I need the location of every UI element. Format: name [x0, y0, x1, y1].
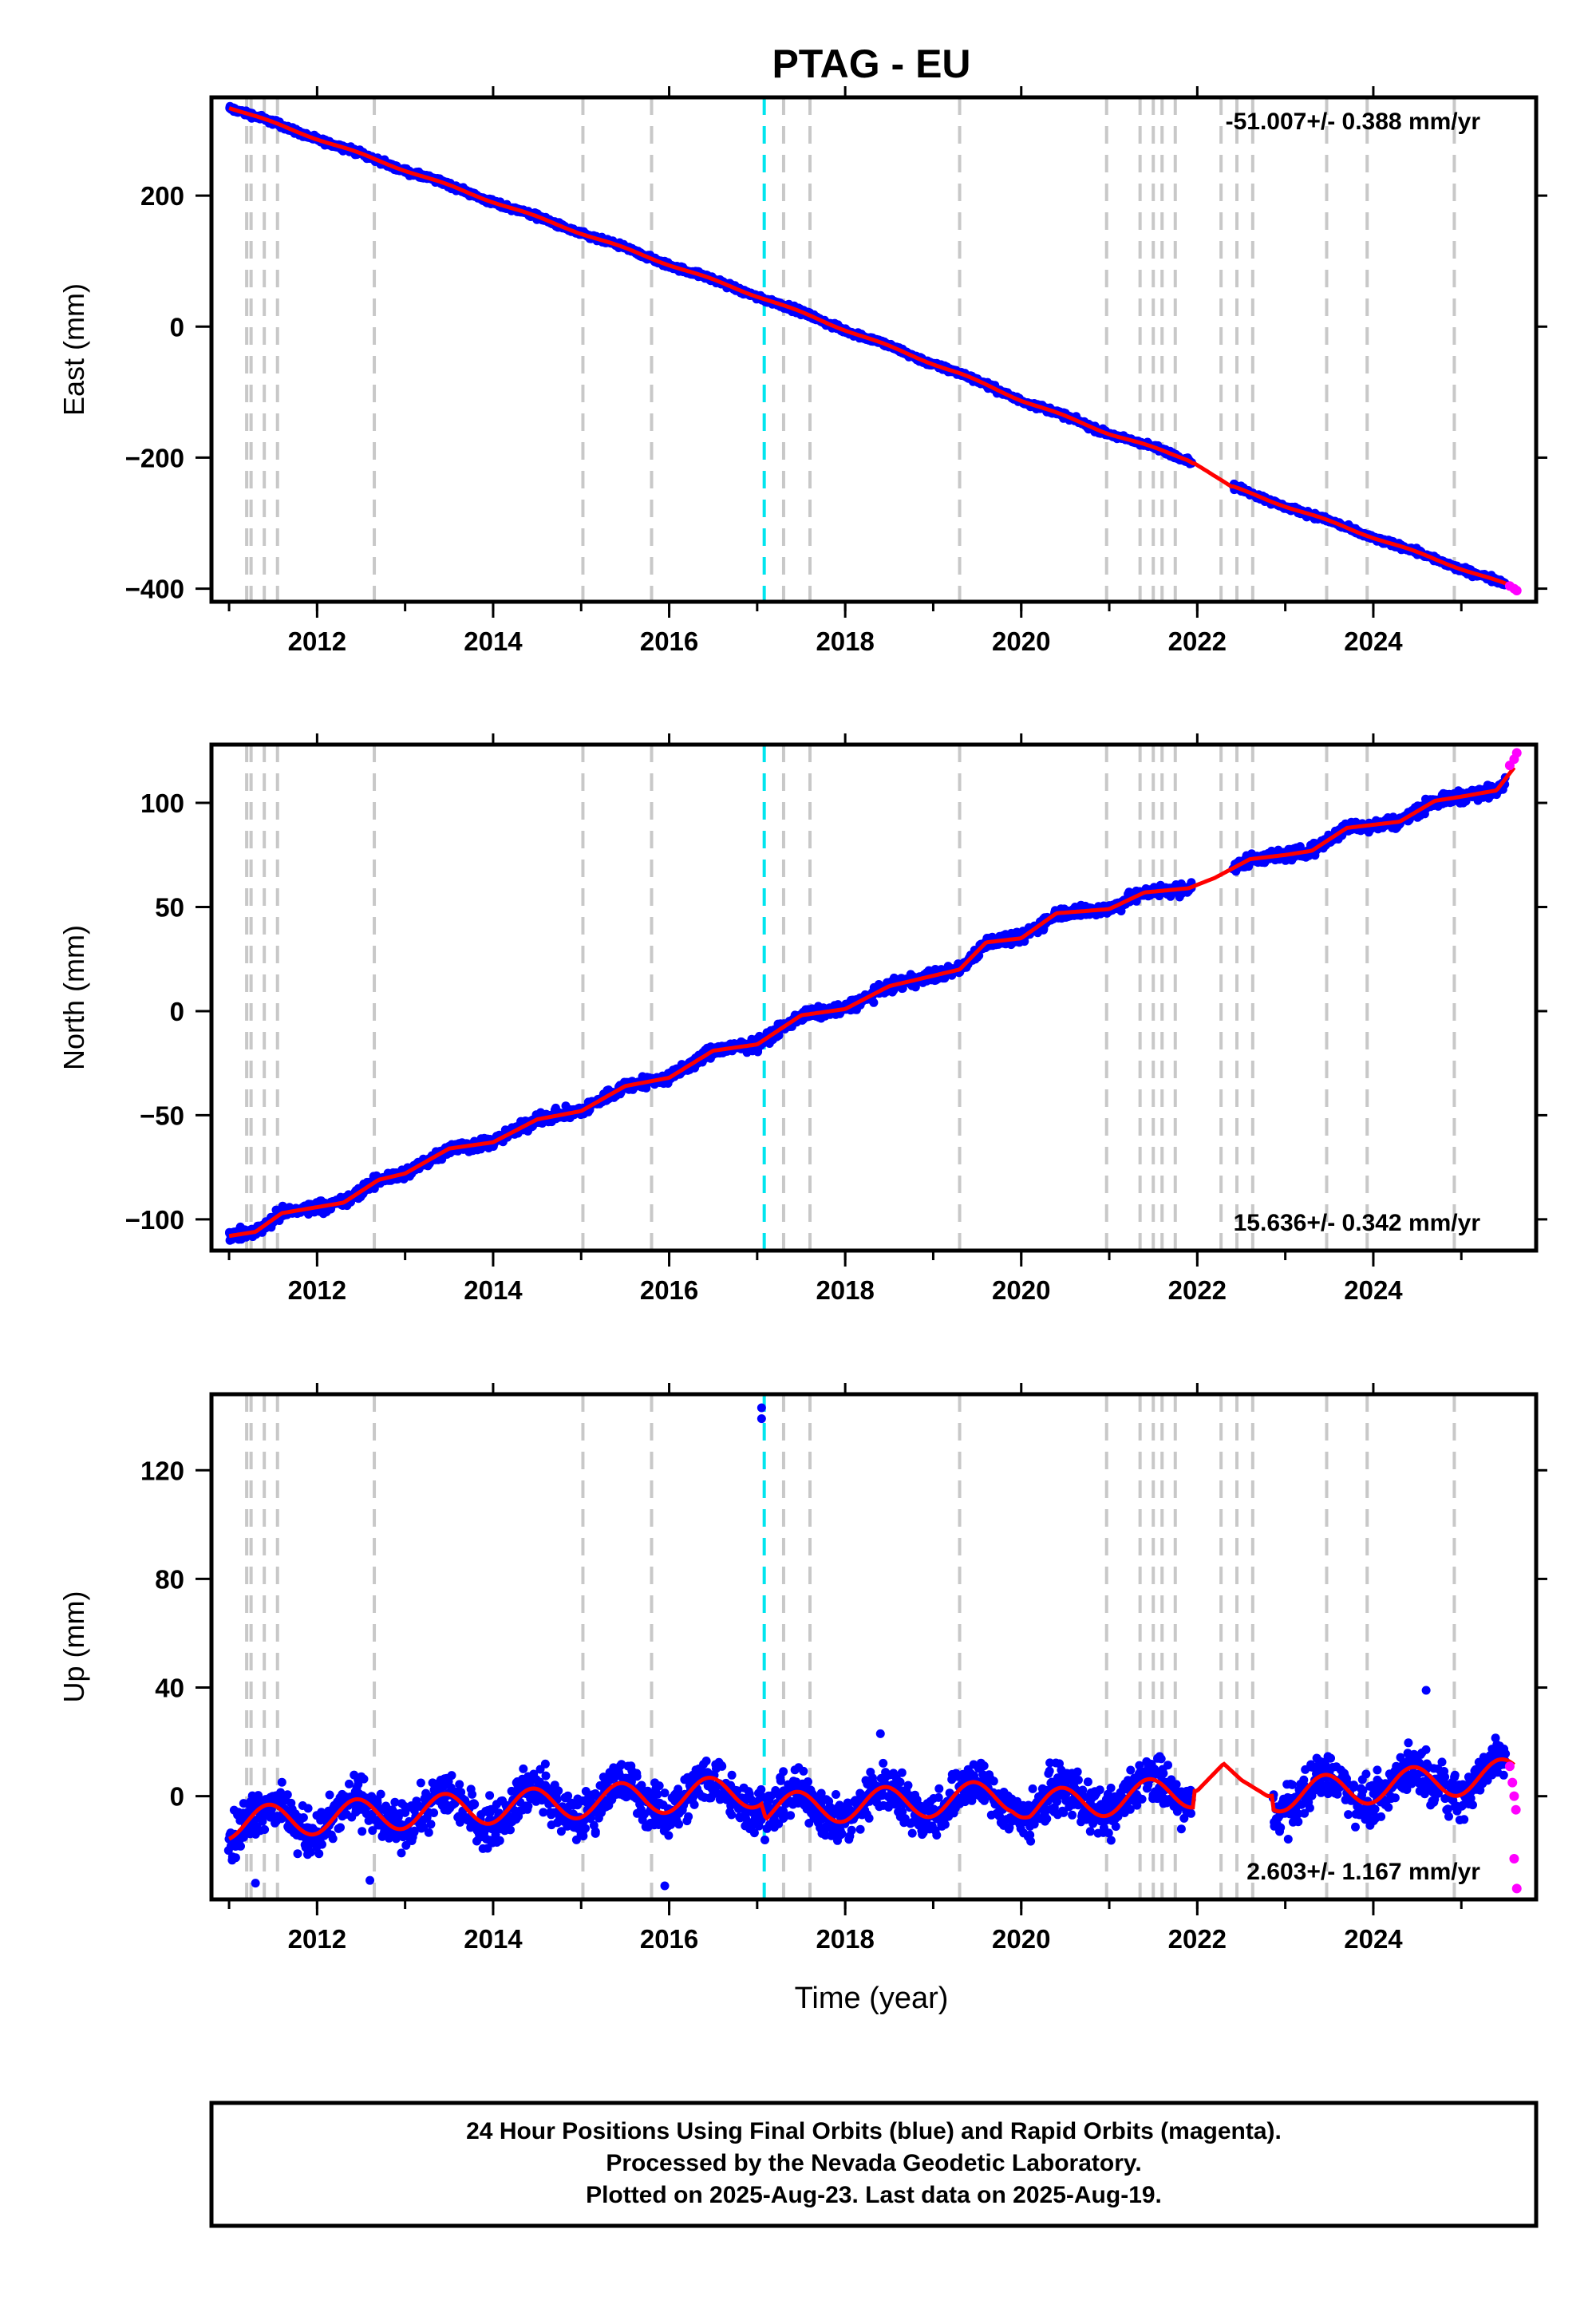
east-x-tick-label: 2024: [1344, 626, 1403, 656]
up-data-point: [468, 1789, 477, 1799]
east-model-curve: [228, 106, 1515, 589]
east-y-tick-label: 0: [170, 312, 184, 342]
up-data-point: [495, 1836, 504, 1845]
up-data-point: [325, 1790, 334, 1800]
up-data-point: [416, 1778, 425, 1788]
up-data-point: [358, 1827, 367, 1836]
up-data-point: [328, 1834, 338, 1844]
up-data-point: [470, 1800, 480, 1809]
north-x-tick-label: 2012: [288, 1275, 346, 1305]
east-rapid-orbit-points: [1504, 581, 1522, 596]
figure-title: PTAG - EU: [772, 41, 970, 86]
panel-east: 2012 2014 2016 2018 2020 2022 2024 −400 −200 0 200…: [57, 86, 1547, 656]
up-data-point: [397, 1848, 406, 1858]
up-data-point: [447, 1771, 456, 1780]
up-data-point: [236, 1841, 245, 1851]
up-data-point: [506, 1825, 515, 1835]
north-x-tick-label: 2024: [1344, 1275, 1403, 1305]
east-x-tick-label: 2012: [288, 626, 346, 656]
up-data-point: [293, 1849, 302, 1859]
up-data-point: [455, 1780, 464, 1789]
east-y-tick-label: 200: [140, 181, 184, 211]
east-rapid-point: [1511, 586, 1522, 596]
east-x-tick-label: 2018: [816, 626, 874, 656]
north-y-tick-label: 100: [140, 788, 184, 818]
up-data-point: [318, 1840, 326, 1849]
up-data-point: [258, 1816, 267, 1826]
up-data-point: [424, 1828, 433, 1837]
east-x-tick-label: 2014: [464, 626, 523, 656]
up-data-point: [485, 1791, 495, 1800]
east-x-tick-label: 2016: [640, 626, 698, 656]
up-data-point: [277, 1777, 286, 1787]
east-y-tick-label: −400: [125, 575, 184, 604]
up-data-point: [231, 1853, 240, 1863]
east-axes: 2012 2014 2016 2018 2020 2022 2024 −400 −200 0 200: [125, 86, 1547, 656]
up-data-point: [298, 1813, 308, 1822]
up-data-point: [260, 1825, 270, 1834]
east-x-tick-label: 2020: [992, 626, 1050, 656]
up-data-point: [376, 1789, 385, 1799]
up-data-point: [282, 1790, 292, 1800]
up-data-point: [303, 1804, 313, 1813]
up-data-point: [345, 1779, 354, 1788]
north-y-tick-label: 0: [170, 997, 184, 1026]
north-rapid-point: [1511, 748, 1522, 758]
up-data-point: [407, 1836, 417, 1845]
up-data-point: [429, 1808, 439, 1817]
up-data-point: [359, 1774, 369, 1784]
up-data-point: [336, 1823, 345, 1832]
north-x-tick-label: 2020: [992, 1275, 1050, 1305]
east-plot-frame: [209, 95, 1539, 604]
north-x-tick-label: 2022: [1168, 1275, 1227, 1305]
panel-north: 2012 2014 2016 2018 2020 2022 2024 −100 −50 0 50 10…: [57, 733, 1547, 1305]
north-y-tick-label: −50: [140, 1101, 184, 1130]
north-rate-label: 15.636+/- 0.342 mm/yr: [1234, 1210, 1481, 1236]
up-data-point: [519, 1764, 528, 1773]
north-x-tick-label: 2016: [640, 1275, 698, 1305]
east-model-line: [228, 106, 1515, 589]
east-y-tick-label: −200: [125, 443, 184, 472]
north-y-tick-label: −100: [125, 1205, 184, 1235]
up-data-point: [426, 1820, 436, 1829]
north-y-axis-label: North (mm): [57, 925, 90, 1070]
north-x-tick-label: 2014: [464, 1275, 523, 1305]
north-x-tick-label: 2018: [816, 1275, 874, 1305]
up-data-point: [314, 1849, 324, 1859]
north-y-tick-label: 50: [155, 893, 184, 923]
up-data-point: [523, 1801, 533, 1811]
north-data-point: [869, 998, 879, 1007]
east-y-axis-label: East (mm): [57, 283, 90, 416]
east-rate-label: -51.007+/- 0.388 mm/yr: [1226, 109, 1481, 135]
east-x-tick-label: 2022: [1168, 626, 1227, 656]
